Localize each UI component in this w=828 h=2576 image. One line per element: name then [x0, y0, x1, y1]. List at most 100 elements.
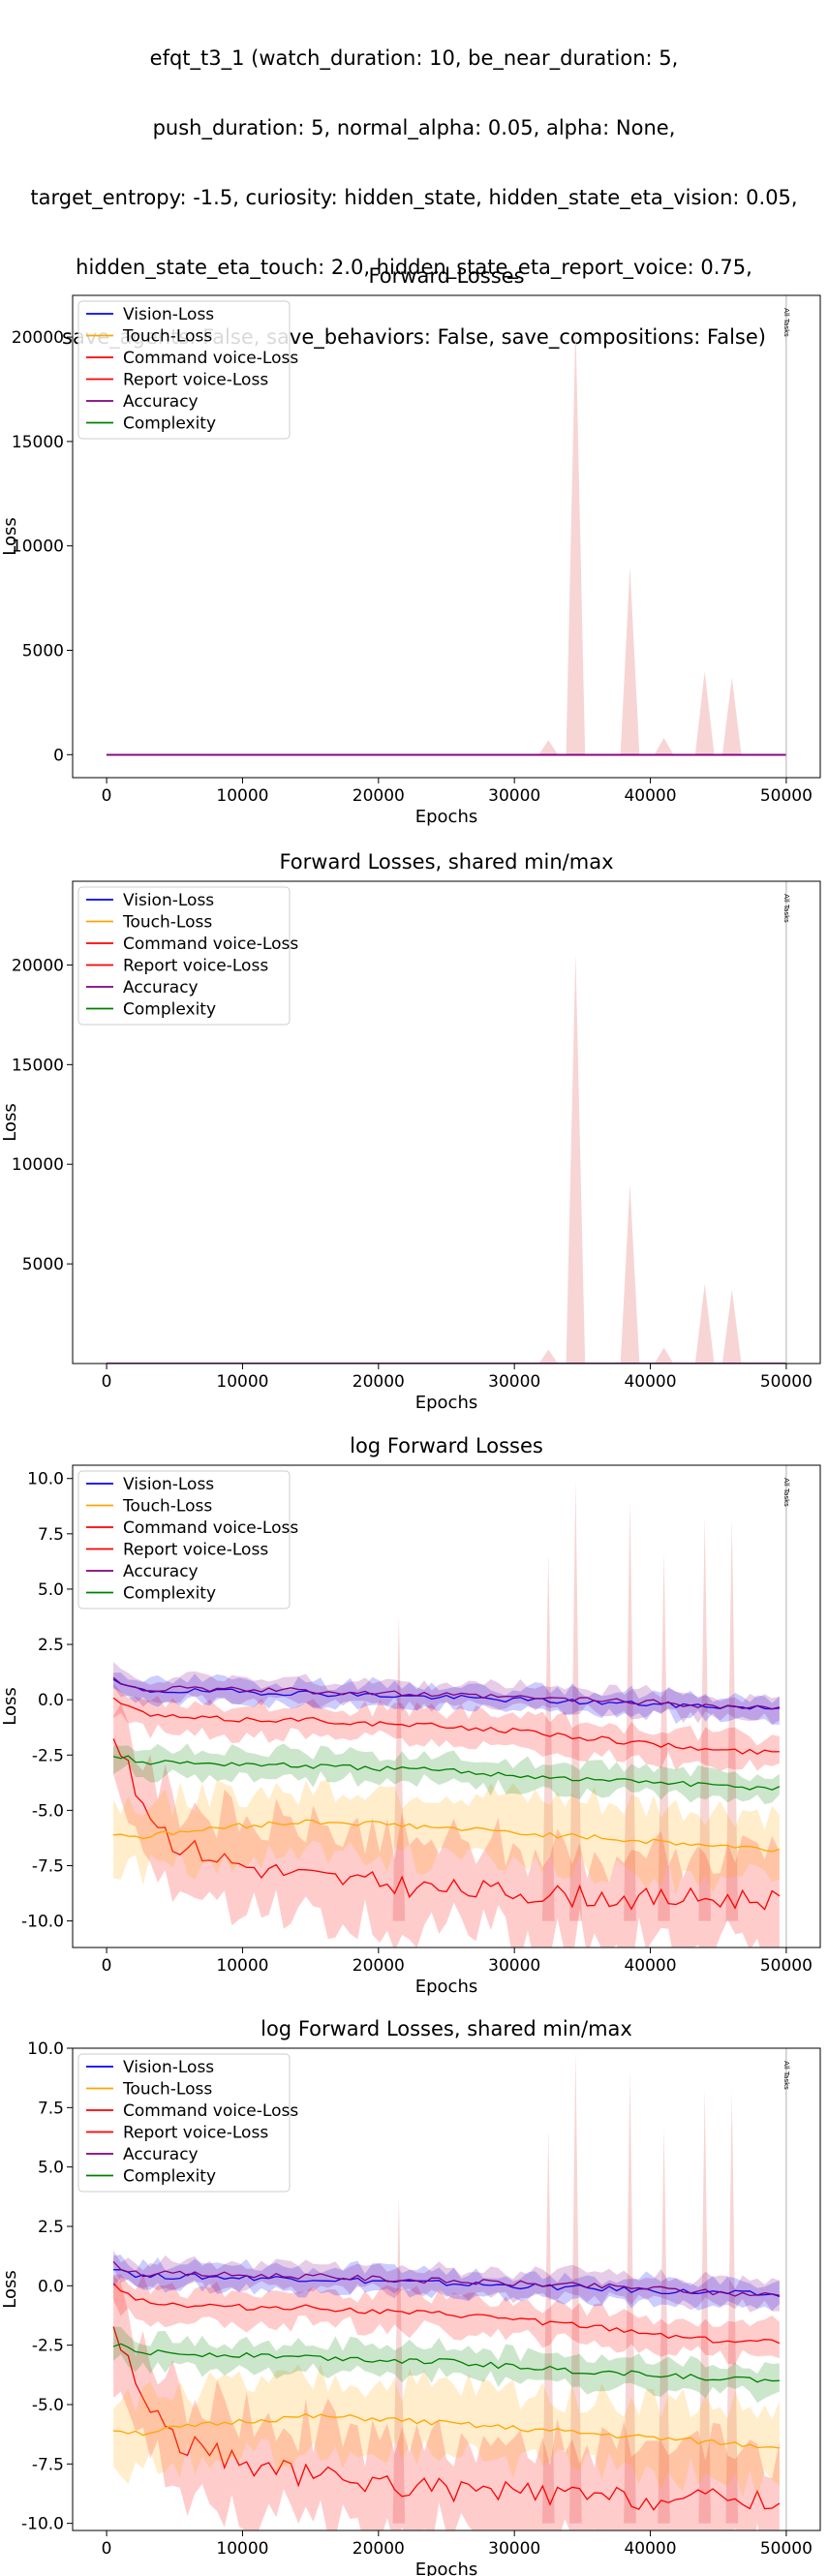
x-axis-label: Epochs — [415, 2560, 478, 2576]
x-tick-label: 40000 — [624, 786, 676, 806]
y-tick-label: -5.0 — [32, 2396, 64, 2415]
y-tick-label: -7.5 — [32, 1856, 64, 1876]
legend-entry: Touch-Loss — [122, 2080, 212, 2100]
x-tick-label: 30000 — [488, 2539, 540, 2559]
legend-entry: Accuracy — [123, 2145, 199, 2164]
chart-title: log Forward Losses — [350, 1434, 543, 1457]
y-tick-label: -7.5 — [32, 2455, 64, 2474]
y-axis-label: Loss — [0, 1687, 20, 1725]
y-tick-label: -10.0 — [21, 2515, 64, 2534]
legend-entry: Command voice-Loss — [123, 2101, 298, 2121]
spike-area — [538, 740, 558, 754]
figure-title-line: target_entropy: -1.5, curiosity: hidden_… — [0, 186, 828, 209]
spike-area — [621, 1184, 640, 1364]
spike-area — [655, 1348, 674, 1364]
legend-entry: Accuracy — [123, 1562, 199, 1581]
y-tick-label: 2.5 — [38, 1636, 64, 1655]
y-tick-label: 5.0 — [38, 2159, 64, 2178]
y-tick-label: 2.5 — [38, 2218, 64, 2237]
x-tick-label: 20000 — [353, 786, 405, 806]
x-tick-label: 20000 — [353, 1372, 405, 1392]
legend-entry: Complexity — [123, 1584, 216, 1604]
x-tick-label: 0 — [102, 1956, 112, 1976]
figure-title-line: push_duration: 5, normal_alpha: 0.05, al… — [0, 116, 828, 139]
y-tick-label: 5000 — [22, 641, 64, 660]
spike-area — [655, 738, 674, 754]
x-tick-label: 0 — [102, 1372, 112, 1392]
legend-entry: Complexity — [123, 1000, 216, 1020]
spike-area — [538, 1350, 558, 1364]
legend-entry: Vision-Loss — [123, 1475, 214, 1494]
x-tick-label: 10000 — [216, 2539, 268, 2559]
legend-entry: Command voice-Loss — [123, 349, 298, 368]
y-tick-label: -2.5 — [32, 2337, 64, 2356]
spike-area — [695, 671, 715, 754]
chart-title: log Forward Losses, shared min/max — [261, 2017, 632, 2040]
legend-entry: Report voice-Loss — [123, 371, 268, 390]
legend-entry: Accuracy — [123, 392, 199, 412]
all-tasks-label: All Tasks — [782, 894, 790, 923]
x-tick-label: 0 — [102, 786, 112, 806]
legend-entry: Report voice-Loss — [123, 2124, 268, 2143]
x-tick-label: 50000 — [760, 2539, 813, 2559]
x-tick-label: 40000 — [624, 2539, 676, 2559]
legend-entry: Complexity — [123, 414, 216, 434]
chart-forward-losses-shared: Forward Losses, shared min/max All Tasks 0… — [0, 847, 828, 1409]
legend-entry: Report voice-Loss — [123, 1541, 268, 1560]
x-tick-label: 40000 — [624, 1372, 676, 1392]
legend-entry: Report voice-Loss — [123, 957, 268, 976]
x-tick-label: 30000 — [488, 1956, 540, 1976]
legend-entry: Command voice-Loss — [123, 1518, 298, 1538]
legend-entry: Vision-Loss — [123, 2058, 214, 2077]
chart-log-forward-losses: log Forward Losses All Tasks 0 10000 20000 30… — [0, 1431, 828, 1993]
all-tasks-label: All Tasks — [782, 308, 790, 337]
spike-area — [722, 1290, 742, 1364]
spike-area — [695, 1284, 715, 1364]
chart-forward-losses: Forward Losses All Tasks 0 10000 20000 30000 4… — [0, 261, 828, 823]
chart-title: Forward Losses, shared min/max — [279, 850, 613, 874]
y-tick-label: 7.5 — [38, 1525, 64, 1545]
y-tick-label: 10.0 — [27, 2039, 64, 2059]
y-tick-label: 20000 — [12, 956, 64, 975]
y-tick-label: 5.0 — [38, 1580, 64, 1600]
x-axis-label: Epochs — [415, 807, 478, 827]
y-tick-label: 15000 — [12, 433, 64, 452]
x-tick-label: 0 — [102, 2539, 112, 2559]
y-tick-label: 0.0 — [38, 2277, 64, 2296]
y-tick-label: 0.0 — [38, 1691, 64, 1710]
y-tick-label: -2.5 — [32, 1746, 64, 1765]
y-tick-label: 15000 — [12, 1056, 64, 1075]
legend-entry: Complexity — [123, 2167, 216, 2187]
chart-title: Forward Losses — [368, 264, 524, 288]
legend-entry: Vision-Loss — [123, 891, 214, 910]
x-tick-label: 20000 — [353, 2539, 405, 2559]
x-tick-label: 10000 — [216, 786, 268, 806]
spike-area — [621, 567, 640, 754]
figure-title-line: efqt_t3_1 (watch_duration: 10, be_near_d… — [0, 46, 828, 70]
all-tasks-label: All Tasks — [782, 1478, 790, 1507]
spike-area — [567, 953, 586, 1364]
y-tick-label: 7.5 — [38, 2099, 64, 2118]
x-tick-label: 10000 — [216, 1372, 268, 1392]
y-tick-label: -10.0 — [21, 1913, 64, 1932]
x-tick-label: 50000 — [760, 786, 813, 806]
legend-entry: Command voice-Loss — [123, 935, 298, 954]
y-axis-label: Loss — [0, 2270, 20, 2308]
x-tick-label: 10000 — [216, 1956, 268, 1976]
spike-area — [722, 678, 742, 755]
y-tick-label: 0 — [53, 746, 64, 765]
x-tick-label: 40000 — [624, 1956, 676, 1976]
y-tick-label: 10000 — [12, 1155, 64, 1175]
y-axis-label: Loss — [0, 1103, 20, 1141]
x-tick-label: 50000 — [760, 1956, 813, 1976]
x-tick-label: 30000 — [488, 786, 540, 806]
x-axis-label: Epochs — [415, 1393, 478, 1413]
legend-entry: Touch-Loss — [122, 1497, 212, 1517]
x-tick-label: 20000 — [353, 1956, 405, 1976]
legend-entry: Touch-Loss — [122, 327, 212, 347]
